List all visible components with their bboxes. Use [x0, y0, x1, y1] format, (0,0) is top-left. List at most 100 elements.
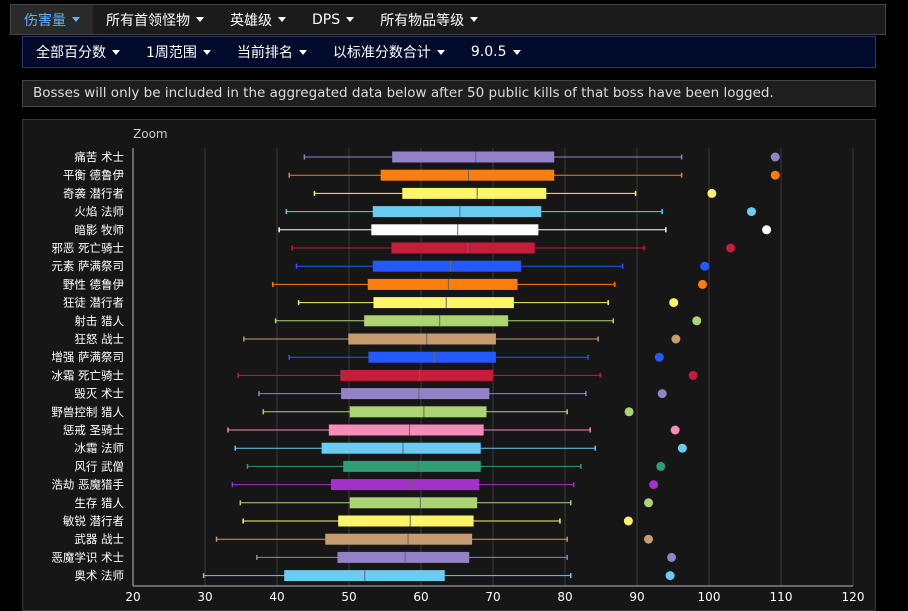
category-label: 惩戒 圣骑士: [63, 423, 124, 437]
box-row: [288, 169, 780, 181]
x-tick-label: 120: [842, 590, 865, 604]
top-score-point: [770, 152, 780, 162]
box-row: [243, 333, 681, 345]
box-iqr: [402, 187, 547, 199]
filter-percentile[interactable]: 全部百分数: [23, 42, 133, 62]
chevron-down-icon: [112, 49, 120, 55]
chevron-down-icon: [298, 49, 307, 55]
filter-patch[interactable]: 9.0.5: [458, 44, 534, 60]
filter-aggregation[interactable]: 以标准分数合计: [320, 42, 458, 62]
box-iqr: [343, 460, 481, 472]
category-label: 野兽控制 猎人: [51, 405, 124, 419]
category-label: 奥术 法师: [74, 569, 124, 583]
filter-label: 1周范围: [146, 45, 197, 61]
x-tick-label: 40: [269, 590, 284, 604]
box-iqr: [371, 224, 539, 236]
nav-label: 所有物品等级: [380, 12, 465, 29]
box-row: [262, 406, 634, 418]
chevron-down-icon: [470, 17, 479, 22]
top-score-point: [726, 243, 736, 253]
chevron-down-icon: [346, 17, 355, 22]
top-score-point: [656, 461, 666, 471]
category-label: 生存 猎人: [74, 496, 124, 510]
top-score-point: [746, 207, 756, 217]
box-row: [285, 206, 756, 218]
box-iqr: [321, 442, 481, 454]
filter-label: 以标准分数合计: [332, 45, 431, 61]
top-score-point: [667, 552, 677, 562]
filter-label: 全部百分数: [36, 45, 106, 61]
top-score-point: [623, 516, 633, 526]
top-score-point: [700, 261, 710, 271]
box-row: [239, 497, 654, 509]
box-row: [256, 551, 677, 563]
top-score-point: [669, 298, 679, 308]
filter-ranking[interactable]: 当前排名: [224, 42, 320, 62]
notice-banner: Bosses will only be included in the aggr…: [22, 80, 876, 107]
box-iqr: [331, 479, 480, 491]
box-iqr: [368, 351, 496, 363]
x-tick-label: 100: [698, 590, 721, 604]
box-row: [288, 351, 664, 363]
x-tick-label: 90: [629, 590, 644, 604]
nav-label: 伤害量: [24, 12, 66, 29]
x-tick-label: 60: [413, 590, 428, 604]
top-score-point: [688, 370, 698, 380]
category-label: 平衡 德鲁伊: [63, 168, 125, 182]
top-score-point: [677, 443, 687, 453]
box-row: [295, 260, 710, 272]
box-row: [258, 388, 667, 400]
box-row: [237, 369, 698, 381]
category-label: 痛苦 术士: [74, 150, 124, 164]
x-tick-label: 30: [197, 590, 212, 604]
nav-metric-damage[interactable]: 伤害量: [11, 5, 93, 34]
category-label: 增强 萨满祭司: [51, 350, 124, 364]
nav-label: 英雄级: [230, 12, 272, 29]
category-label: 冰霜 死亡骑士: [51, 368, 124, 382]
category-label: 狂徒 潜行者: [63, 296, 124, 310]
nav-boss-filter[interactable]: 所有首领怪物: [93, 5, 217, 34]
chevron-down-icon: [202, 49, 211, 55]
top-score-point: [707, 188, 717, 198]
box-row: [271, 278, 708, 290]
box-row: [313, 187, 717, 199]
filter-label: 当前排名: [236, 45, 293, 61]
top-score-point: [657, 389, 667, 399]
top-score-point: [762, 225, 772, 235]
box-row: [227, 424, 680, 436]
nav-dps[interactable]: DPS: [299, 5, 367, 34]
category-label: 射击 猎人: [74, 314, 124, 328]
box-row: [202, 570, 675, 582]
nav-item-level[interactable]: 所有物品等级: [367, 5, 491, 34]
box-row: [297, 297, 679, 309]
nav-difficulty[interactable]: 英雄级: [217, 5, 299, 34]
category-label: 风行 武僧: [74, 459, 124, 473]
grid-lines: [204, 148, 854, 586]
box-iqr: [328, 424, 484, 436]
box-iqr: [325, 533, 473, 545]
top-score-point: [665, 571, 675, 581]
box-iqr: [338, 515, 474, 527]
category-label: 奇袭 潜行者: [63, 186, 124, 200]
box-iqr: [392, 151, 555, 163]
category-label: 毁灭 术士: [74, 387, 124, 401]
sub-navigation: 全部百分数 1周范围 当前排名 以标准分数合计 9.0.5: [22, 36, 876, 68]
category-label: 元素 萨满祭司: [51, 259, 124, 273]
box-iqr: [341, 388, 490, 400]
box-iqr: [364, 315, 509, 327]
zoom-label[interactable]: Zoom: [133, 127, 168, 141]
chevron-down-icon: [72, 17, 80, 22]
top-score-point: [644, 498, 654, 508]
box-row: [278, 224, 772, 236]
chevron-down-icon: [278, 17, 286, 22]
box-row: [231, 479, 659, 491]
top-score-point: [698, 279, 708, 289]
category-label: 浩劫 恶魔猎手: [51, 478, 124, 492]
filter-timeframe[interactable]: 1周范围: [133, 42, 224, 62]
category-label: 冰霜 法师: [74, 441, 124, 455]
top-score-point: [644, 534, 654, 544]
category-label: 野性 德鲁伊: [63, 277, 125, 291]
box-iqr: [372, 260, 522, 272]
chart-panel: Zoom 痛苦 术士 平衡 德鲁伊 奇袭 潜行者 火焰 法师 暗影 牧师 邪恶 死亡骑士元…: [22, 119, 876, 611]
box-iqr: [349, 497, 478, 509]
